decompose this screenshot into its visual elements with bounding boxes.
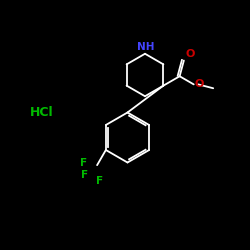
Text: F: F <box>80 158 87 168</box>
Text: O: O <box>185 49 194 59</box>
Text: O: O <box>194 80 204 90</box>
Text: F: F <box>81 170 88 180</box>
Text: NH: NH <box>138 42 155 52</box>
Text: F: F <box>96 176 103 186</box>
Text: HCl: HCl <box>30 106 54 119</box>
